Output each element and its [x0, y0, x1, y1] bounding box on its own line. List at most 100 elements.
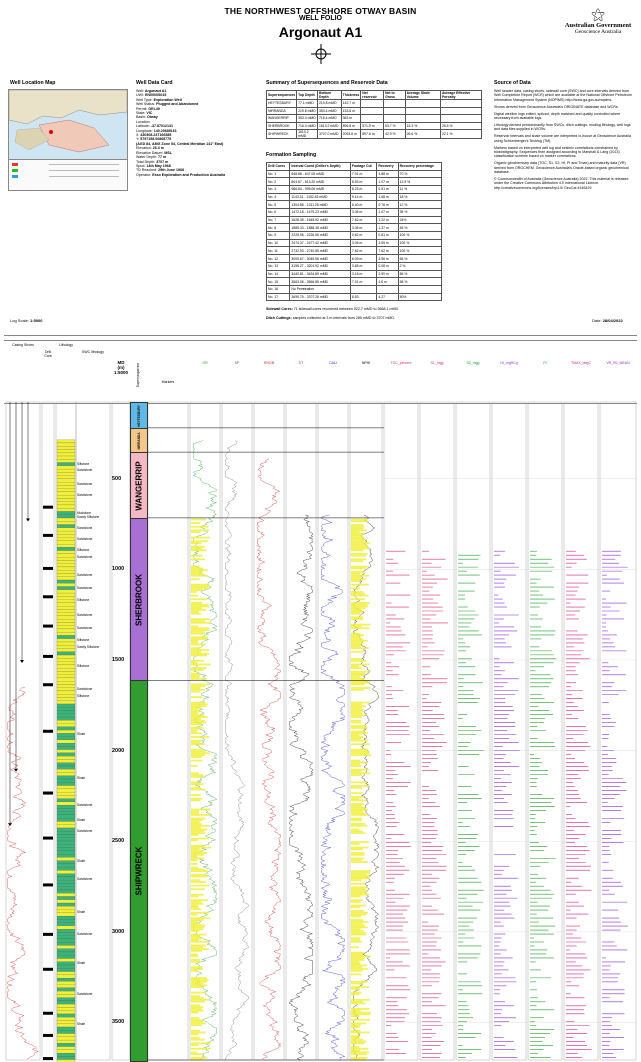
porosity-fill	[351, 607, 366, 610]
reservoir-fill	[191, 554, 203, 557]
lithology-bed	[56, 1013, 76, 1018]
reservoir-fill	[191, 984, 207, 987]
porosity-fill	[351, 951, 365, 954]
porosity-fill	[351, 973, 362, 976]
well-card-label: Well Type:	[136, 97, 154, 102]
date-label: Date:	[592, 318, 602, 323]
lithology-bed	[56, 958, 76, 962]
reservoir-fill	[191, 1031, 206, 1034]
porosity-fill	[351, 1053, 367, 1056]
gr-header: GR	[202, 361, 208, 365]
porosity-fill	[351, 768, 369, 771]
porosity-fill	[351, 998, 370, 1001]
reservoir-fill	[191, 750, 206, 753]
lithology-bed	[56, 808, 76, 812]
porosity-fill	[351, 659, 367, 662]
lithology-bed	[56, 668, 76, 672]
reservoir-fill	[191, 937, 202, 940]
reservoir-fill	[191, 1022, 206, 1025]
well-card: Well: Argonaut A1 UWI: EN0000S015 Well Typ…	[136, 89, 261, 177]
reservoir-fill	[191, 786, 200, 789]
well-card-value: MSL	[164, 150, 172, 155]
reservoir-fill	[191, 678, 207, 680]
lithology-bed	[56, 547, 76, 551]
reservoir-fill	[191, 1000, 205, 1003]
log-scale: Log Scale: 1:5000	[10, 318, 43, 323]
lithology-bed	[56, 847, 76, 851]
reservoir-fill	[191, 759, 203, 762]
swc-lithology-label: Sandstone	[77, 612, 93, 617]
porosity-fill	[351, 1018, 371, 1021]
swc-lithology-label: Sandstone	[77, 536, 93, 541]
lithology-bed	[56, 1010, 76, 1015]
gov-line2: Geoscience Australia	[574, 29, 622, 35]
porosity-fill	[351, 873, 368, 876]
porosity-fill	[351, 962, 361, 965]
reservoir-fill	[191, 908, 202, 911]
track-frame	[285, 401, 317, 1061]
reservoir-fill	[191, 652, 210, 655]
porosity-fill	[351, 759, 361, 762]
zone-label: HEYTESBURY	[137, 405, 141, 427]
porosity-fill	[351, 678, 365, 680]
well-card-label: Y:	[136, 137, 141, 142]
lithology-bed	[56, 955, 76, 959]
porosity-fill	[351, 810, 364, 813]
porosity-fill	[351, 937, 361, 940]
reservoir-fill	[191, 522, 201, 524]
reservoir-fill	[191, 772, 199, 775]
track-frame	[455, 401, 491, 1061]
porosity-fill	[351, 1026, 360, 1028]
hi-header: HI_mgHCg	[500, 361, 518, 365]
swc-lithology-label: Sandy Siltstone	[77, 514, 100, 519]
casing-shoe-icon	[26, 518, 30, 522]
reservoir-fill	[191, 926, 205, 929]
well-card-value: 14th May 1968	[146, 163, 171, 168]
reservoir-fill	[191, 620, 206, 622]
lithology-bed	[56, 1053, 76, 1057]
reservoir-fill	[191, 1024, 202, 1027]
porosity-fill	[351, 870, 371, 873]
track-frame	[221, 401, 253, 1061]
porosity-fill	[351, 531, 360, 534]
lithology-bed	[56, 697, 76, 701]
well-card-label: Well Status:	[136, 102, 157, 107]
lithology-bed	[56, 524, 76, 528]
swc-lithology-label: Mudstone	[77, 511, 91, 516]
lithology-bed	[56, 651, 76, 656]
porosity-fill	[351, 899, 363, 902]
reservoir-fill	[191, 712, 199, 715]
casing-shoe-icon	[20, 659, 24, 663]
reservoir-fill	[191, 799, 201, 802]
reservoir-fill	[191, 1017, 200, 1019]
reservoir-fill	[191, 567, 204, 570]
reservoir-fill	[191, 899, 209, 902]
porosity-fill	[351, 736, 364, 738]
lithology-bed	[56, 459, 76, 463]
porosity-fill	[351, 612, 361, 615]
lithology-bed	[56, 664, 76, 669]
porosity-fill	[351, 538, 365, 541]
porosity-fill	[351, 1024, 361, 1027]
swc-lithology-label: Siltstone	[77, 547, 90, 552]
track-frame	[383, 401, 419, 1061]
lithology-bed	[56, 752, 76, 757]
source-paragraph: Shows derived from Geoscience Australia'…	[494, 104, 619, 109]
porosity-fill	[351, 1015, 360, 1018]
porosity-fill	[351, 591, 364, 593]
porosity-fill	[351, 640, 368, 642]
reservoir-fill	[191, 837, 209, 840]
reservoir-fill	[191, 946, 204, 949]
reservoir-fill	[191, 1018, 201, 1021]
well-card-line: Operator: Esso Exploration and Productio…	[136, 173, 261, 177]
porosity-fill	[351, 576, 361, 579]
markers-header: Markers	[161, 380, 175, 384]
porosity-fill	[351, 1051, 370, 1054]
porosity-fill	[351, 611, 364, 613]
swc-lithology-label: Sandstone	[77, 625, 93, 630]
reservoir-fill	[191, 661, 198, 664]
porosity-fill	[351, 565, 370, 568]
porosity-fill	[351, 545, 369, 548]
drill-core-header: Drill Core	[44, 350, 52, 358]
